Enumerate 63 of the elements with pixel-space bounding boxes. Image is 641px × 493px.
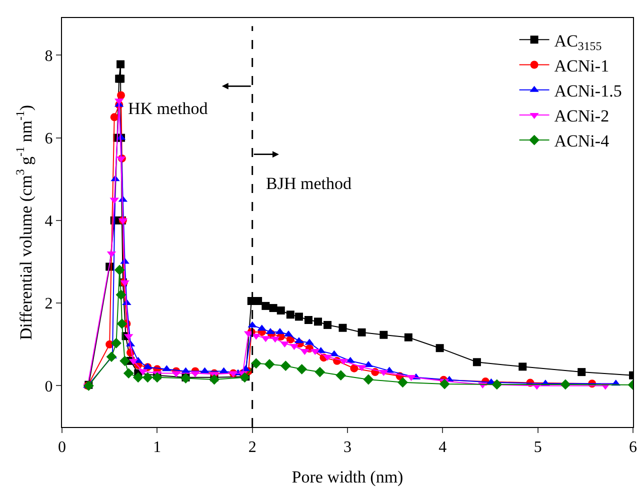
legend-label: AC$_{3155}$ xyxy=(554,31,602,53)
legend-label: ACNi-1 xyxy=(554,56,610,76)
point xyxy=(294,312,303,321)
point xyxy=(254,296,262,305)
point xyxy=(142,372,153,383)
point xyxy=(276,306,285,314)
point xyxy=(492,379,502,390)
y-tick-label: 0 xyxy=(44,378,53,396)
x-tick-label: 0 xyxy=(58,439,66,456)
point xyxy=(338,324,347,332)
point xyxy=(296,364,308,374)
point xyxy=(350,364,358,372)
point xyxy=(439,378,450,390)
point xyxy=(314,366,326,378)
point xyxy=(117,91,125,100)
point xyxy=(120,356,130,366)
point xyxy=(560,379,571,390)
point xyxy=(114,264,125,276)
point xyxy=(398,377,408,388)
x-tick-label: 2 xyxy=(248,439,256,456)
y-tick-label: 6 xyxy=(44,130,53,148)
y-tick-label: 8 xyxy=(44,48,53,65)
x-tick-label: 1 xyxy=(153,439,162,456)
point xyxy=(132,372,144,383)
point xyxy=(152,372,162,383)
point xyxy=(518,362,527,371)
point xyxy=(472,358,481,366)
point xyxy=(578,368,586,376)
point xyxy=(264,359,275,370)
point xyxy=(111,338,122,348)
point xyxy=(436,344,444,352)
x-axis-title: Pore width (nm) xyxy=(292,468,404,487)
point xyxy=(116,290,126,300)
point xyxy=(116,318,128,329)
annotation: HK method xyxy=(128,99,208,118)
point xyxy=(209,374,220,385)
annotation: BJH method xyxy=(266,174,352,193)
point xyxy=(380,330,388,339)
point xyxy=(106,352,117,362)
x-tick-label: 6 xyxy=(629,439,637,456)
y-tick-label: 4 xyxy=(44,213,53,230)
point xyxy=(314,318,322,326)
point xyxy=(363,374,374,385)
point xyxy=(262,302,270,310)
point xyxy=(358,328,366,336)
point xyxy=(304,316,312,324)
legend-label: ACNi-2 xyxy=(554,106,610,126)
x-tick-label: 4 xyxy=(438,439,447,456)
legend-label: ACNi-4 xyxy=(554,132,610,151)
point xyxy=(123,368,134,378)
point xyxy=(269,304,278,312)
legend-label: ACNi-1.5 xyxy=(554,81,622,100)
y-tick-label: 2 xyxy=(44,296,53,313)
point xyxy=(286,310,294,319)
point xyxy=(336,370,346,381)
point xyxy=(116,60,125,68)
point xyxy=(404,333,412,342)
x-tick-label: 5 xyxy=(534,439,542,456)
point xyxy=(280,360,291,372)
point xyxy=(250,358,262,369)
x-tick-label: 3 xyxy=(344,439,352,456)
point xyxy=(110,113,118,122)
point xyxy=(324,320,332,329)
